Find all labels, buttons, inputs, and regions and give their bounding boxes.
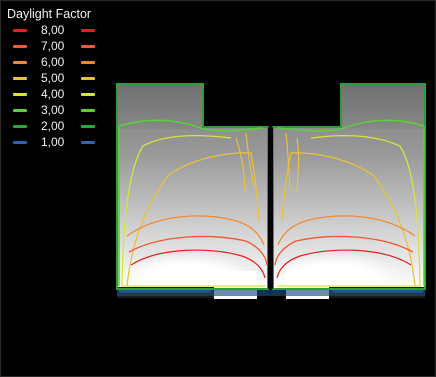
legend-item: 8,00 [7,22,119,38]
legend-label: 2,00 [41,119,65,133]
legend-item: 4,00 [7,86,119,102]
left-room [116,83,269,299]
left-contour-6 [126,215,265,246]
left-contour-5b [235,132,255,192]
legend-swatch-right [81,93,95,96]
right-contour-5b [285,132,300,192]
right-room [269,83,426,299]
bottom-blue-band [117,290,425,296]
legend-item: 6,00 [7,54,119,70]
left-contour-5 [126,152,260,287]
legend-label: 8,00 [41,23,65,37]
legend-swatch-right [81,45,95,48]
legend-label: 6,00 [41,55,65,69]
legend-swatch-left [13,45,27,48]
legend-rows: 8,00 7,00 6,00 5,00 4,00 3,00 2,00 1,00 [7,22,119,150]
legend-swatch-right [81,61,95,64]
legend-swatch-left [13,93,27,96]
legend-label: 5,00 [41,71,65,85]
right-contour-8 [276,249,412,279]
legend: Daylight Factor 8,00 7,00 6,00 5,00 4,00 3,00… [7,7,119,150]
left-contour-3 [118,119,264,286]
left-room-upper-wing [117,84,203,129]
left-contour-4 [121,134,266,287]
legend-item: 3,00 [7,102,119,118]
legend-label: 7,00 [41,39,65,53]
legend-swatch-left [13,141,27,144]
legend-swatch-left [13,61,27,64]
legend-swatch-right [81,141,95,144]
right-contour-7 [274,235,414,266]
right-room-upper-wing [341,84,425,129]
legend-item: 1,00 [7,134,119,150]
legend-label: 3,00 [41,103,65,117]
right-contour-3 [276,119,425,286]
right-contour-4 [277,134,421,287]
legend-label: 4,00 [41,87,65,101]
center-divider [268,127,273,289]
legend-swatch-left [13,125,27,128]
legend-item: 5,00 [7,70,119,86]
legend-item: 7,00 [7,38,119,54]
right-contour-5 [281,152,416,287]
legend-swatch-right [81,125,95,128]
right-contour-6 [277,215,416,246]
legend-swatch-left [13,109,27,112]
legend-swatch-right [81,29,95,32]
legend-label: 1,00 [41,135,65,149]
legend-swatch-right [81,77,95,80]
left-contour-7 [128,235,268,266]
legend-swatch-right [81,109,95,112]
legend-swatch-left [13,77,27,80]
legend-swatch-left [13,29,27,32]
left-contour-8 [130,249,266,279]
legend-title: Daylight Factor [7,7,92,21]
legend-item: 2,00 [7,118,119,134]
